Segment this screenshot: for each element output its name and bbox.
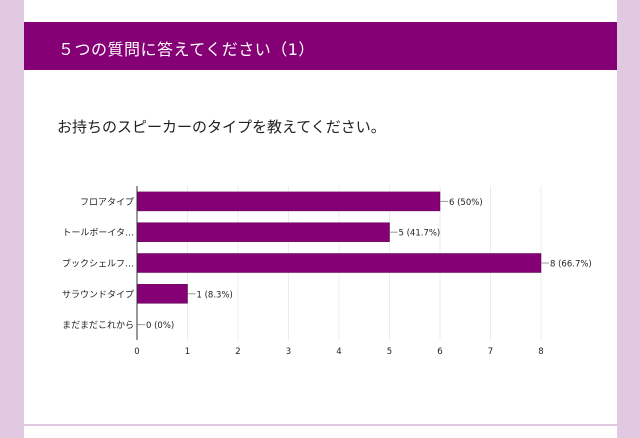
x-tick-label: 2 bbox=[235, 347, 240, 357]
category-label: トールボーイタ… bbox=[62, 228, 134, 239]
x-tick-label: 5 bbox=[387, 347, 392, 357]
category-label: ブックシェルフ… bbox=[62, 258, 134, 270]
previous-card-bottom bbox=[24, 0, 617, 22]
question-card: お持ちのスピーカーのタイプを教えてください。 フロアタイプ 6 (50%) トールボ… bbox=[24, 70, 617, 424]
bar-chart: フロアタイプ 6 (50%) トールボーイタ… 5 (41.7%) ブックシェルフ… 8 … bbox=[62, 186, 592, 357]
x-tick-label: 8 bbox=[538, 347, 543, 357]
bar[interactable] bbox=[136, 191, 441, 212]
question-text: お持ちのスピーカーのタイプを教えてください。 bbox=[57, 118, 386, 136]
category-label: フロアタイプ bbox=[80, 197, 134, 208]
x-tick-label: 0 bbox=[134, 347, 139, 357]
value-label: 5 (41.7%) bbox=[399, 229, 441, 239]
bar[interactable] bbox=[136, 253, 542, 273]
x-tick-label: 4 bbox=[336, 347, 341, 357]
value-label: 0 (0%) bbox=[146, 321, 174, 331]
section-header: ５つの質問に答えてください（1） bbox=[24, 22, 617, 70]
bar[interactable] bbox=[136, 222, 390, 242]
category-label: まだまだこれから bbox=[62, 320, 134, 331]
x-tick-label: 3 bbox=[286, 347, 291, 357]
x-tick-label: 1 bbox=[185, 347, 190, 357]
bar[interactable] bbox=[136, 284, 188, 304]
category-label: サラウンドタイプ bbox=[62, 289, 134, 300]
value-label: 1 (8.3%) bbox=[197, 290, 233, 300]
next-card-top bbox=[24, 426, 617, 438]
value-label: 8 (66.7%) bbox=[550, 260, 592, 270]
x-tick-label: 6 bbox=[437, 347, 442, 357]
value-label: 6 (50%) bbox=[449, 198, 483, 208]
x-tick-label: 7 bbox=[488, 347, 493, 357]
section-title: ５つの質問に答えてください（1） bbox=[58, 40, 315, 59]
